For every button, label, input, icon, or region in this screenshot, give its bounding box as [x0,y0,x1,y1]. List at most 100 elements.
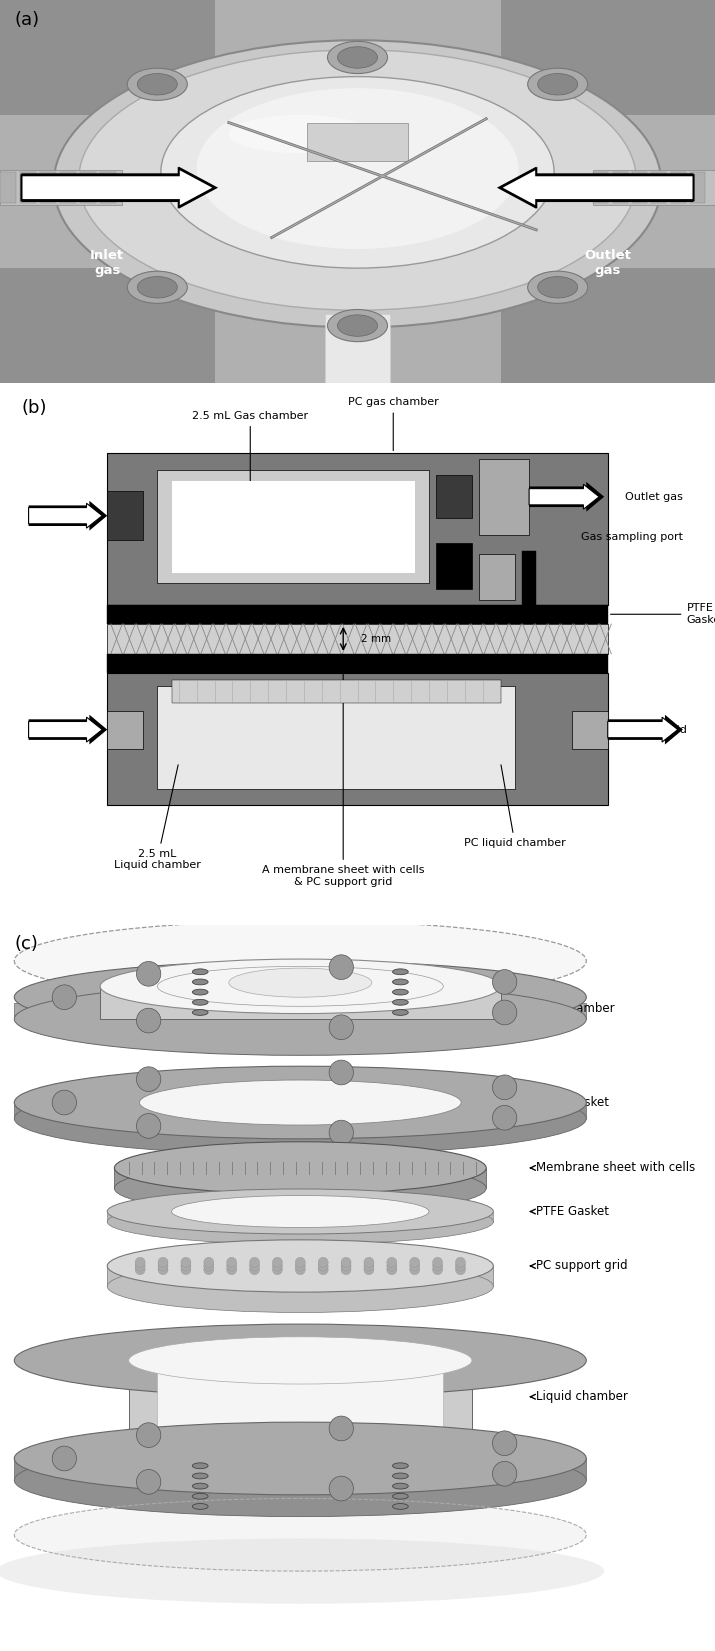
Circle shape [327,309,388,342]
FancyArrow shape [500,168,694,206]
Text: (b): (b) [21,400,47,418]
Circle shape [341,1265,351,1275]
Circle shape [127,271,187,304]
Text: (a): (a) [14,12,39,30]
Ellipse shape [107,1189,493,1233]
Circle shape [181,1265,191,1275]
Ellipse shape [107,1260,493,1313]
Circle shape [337,46,378,68]
Circle shape [250,1261,260,1271]
Circle shape [329,1121,353,1144]
Circle shape [227,1261,237,1271]
Circle shape [493,1431,517,1456]
Circle shape [204,1258,214,1268]
Circle shape [493,969,517,994]
FancyArrow shape [529,484,599,509]
Ellipse shape [139,1080,461,1124]
FancyArrow shape [529,482,604,512]
Bar [479,459,529,535]
Circle shape [341,1261,351,1271]
Circle shape [455,1258,465,1268]
Circle shape [295,1258,305,1268]
Circle shape [135,1261,145,1271]
Bar [80,172,96,203]
Ellipse shape [14,982,586,1055]
Ellipse shape [107,1240,493,1293]
Ellipse shape [14,1499,586,1572]
Circle shape [387,1258,397,1268]
Circle shape [455,1261,465,1271]
Bar [0,170,122,205]
Circle shape [329,954,353,979]
Ellipse shape [14,1081,586,1154]
Text: 2.5 mL Gas chamber: 2.5 mL Gas chamber [192,411,308,527]
Ellipse shape [192,1009,208,1015]
Bar [0,172,16,203]
Bar [0,0,214,116]
Circle shape [137,1067,161,1091]
Bar [632,172,647,203]
Circle shape [410,1258,420,1268]
Ellipse shape [129,1337,472,1384]
Text: PTFE Gasket: PTFE Gasket [531,1205,609,1218]
Bar [107,604,608,624]
Circle shape [250,1258,260,1268]
Circle shape [181,1258,191,1268]
Bar [572,710,608,748]
Circle shape [364,1261,374,1271]
Circle shape [295,1265,305,1275]
Text: Outlet gas: Outlet gas [625,492,683,502]
Text: Gas chamber: Gas chamber [531,1002,615,1015]
Text: Outlet
gas: Outlet gas [584,249,631,277]
Bar [107,1212,493,1222]
Ellipse shape [14,1324,586,1397]
Circle shape [137,961,161,986]
Ellipse shape [14,961,586,1034]
FancyArrow shape [608,717,678,741]
Circle shape [137,1009,161,1034]
Bar [107,710,143,748]
Text: A membrane sheet with cells
& PC support grid: A membrane sheet with cells & PC support… [262,641,425,887]
Circle shape [137,277,177,297]
Circle shape [433,1258,443,1268]
Circle shape [410,1261,420,1271]
Circle shape [327,41,388,74]
Circle shape [318,1261,328,1271]
Bar [157,469,429,583]
Ellipse shape [54,40,661,327]
Ellipse shape [393,1463,408,1469]
Circle shape [204,1265,214,1275]
Circle shape [250,1265,260,1275]
Bar [593,172,608,203]
Text: Membrane sheet with cells: Membrane sheet with cells [531,1161,696,1174]
Ellipse shape [393,1473,408,1479]
Bar [100,172,116,203]
Circle shape [329,1015,353,1040]
Circle shape [493,1075,517,1100]
Bar [129,1360,472,1458]
Bar [40,172,56,203]
Bar [107,624,608,654]
Circle shape [158,1258,168,1268]
Bar [14,1004,586,1019]
Circle shape [272,1258,282,1268]
Circle shape [272,1265,282,1275]
Bar [14,1458,586,1481]
Ellipse shape [393,999,408,1005]
Circle shape [204,1261,214,1271]
Bar [671,172,686,203]
Bar [651,172,666,203]
Ellipse shape [114,1142,486,1194]
Bar [60,172,76,203]
Circle shape [318,1265,328,1275]
FancyArrow shape [29,504,102,528]
Circle shape [364,1258,374,1268]
Circle shape [538,277,578,297]
Text: Inlet gas: Inlet gas [29,510,77,520]
Circle shape [52,1090,77,1114]
Text: PC gas chamber: PC gas chamber [348,398,438,451]
Ellipse shape [393,1504,408,1509]
Circle shape [158,1265,168,1275]
Ellipse shape [192,969,208,974]
Circle shape [135,1265,145,1275]
